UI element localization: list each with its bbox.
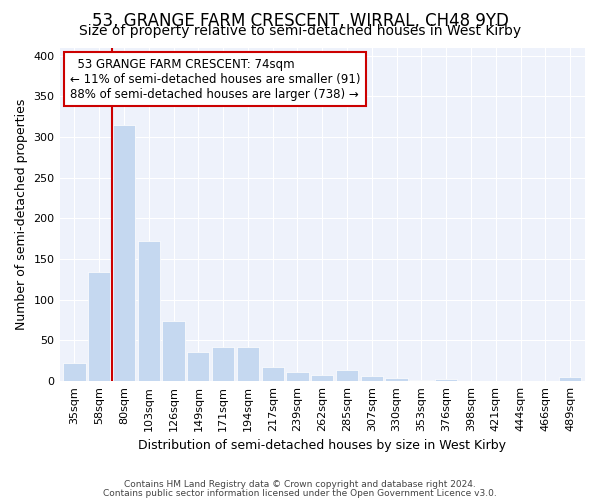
Text: Contains HM Land Registry data © Crown copyright and database right 2024.: Contains HM Land Registry data © Crown c… [124,480,476,489]
Bar [410,380,433,381]
Bar [212,347,234,381]
X-axis label: Distribution of semi-detached houses by size in West Kirby: Distribution of semi-detached houses by … [138,440,506,452]
Bar [262,366,284,381]
Bar [286,372,308,381]
Bar [559,377,581,381]
Bar [237,347,259,381]
Bar [63,364,86,381]
Bar [137,241,160,381]
Bar [361,376,383,381]
Bar [385,378,408,381]
Text: Size of property relative to semi-detached houses in West Kirby: Size of property relative to semi-detach… [79,24,521,38]
Bar [435,378,457,381]
Bar [187,352,209,381]
Bar [163,321,185,381]
Text: Contains public sector information licensed under the Open Government Licence v3: Contains public sector information licen… [103,488,497,498]
Y-axis label: Number of semi-detached properties: Number of semi-detached properties [15,98,28,330]
Bar [88,272,110,381]
Bar [311,374,334,381]
Bar [336,370,358,381]
Text: 53 GRANGE FARM CRESCENT: 74sqm
← 11% of semi-detached houses are smaller (91)
88: 53 GRANGE FARM CRESCENT: 74sqm ← 11% of … [70,58,361,100]
Bar [113,125,135,381]
Text: 53, GRANGE FARM CRESCENT, WIRRAL, CH48 9YD: 53, GRANGE FARM CRESCENT, WIRRAL, CH48 9… [92,12,508,30]
